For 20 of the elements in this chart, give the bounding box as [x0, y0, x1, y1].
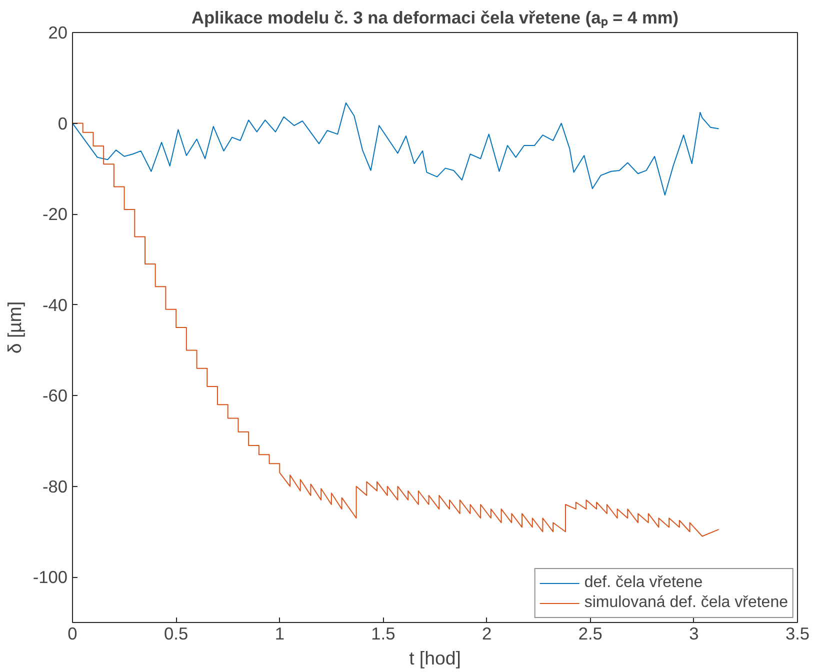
y-tick-label: -60 [42, 386, 68, 406]
x-tick-label: 3 [689, 624, 699, 644]
y-tick-label: -20 [42, 204, 68, 224]
x-tick-label: 2.5 [578, 624, 602, 644]
x-tick-label: 3.5 [785, 624, 810, 644]
legend-label: def. čela vřetene [584, 574, 703, 592]
y-axis-title: δ [µm] [4, 301, 25, 354]
y-tick-label: 0 [58, 113, 68, 134]
x-tick-label: 1.5 [371, 624, 396, 644]
x-tick-label: 1 [274, 624, 284, 644]
y-tick-label: 20 [48, 22, 68, 42]
line-series [72, 102, 720, 196]
x-axis-title: t [hod] [409, 648, 461, 668]
y-tick-label: -80 [42, 476, 68, 496]
x-tick-label: 0.5 [164, 624, 188, 644]
x-tick-label: 2 [482, 624, 492, 644]
chart-title: Aplikace modelu č. 3 na deformaci čela vřetene (aₚ = 4 mm) [191, 8, 679, 28]
legend-label: simulovaná def. čela vřetene [584, 594, 788, 612]
y-tick-label: -40 [42, 294, 68, 315]
y-tick-label: -100 [32, 567, 68, 588]
